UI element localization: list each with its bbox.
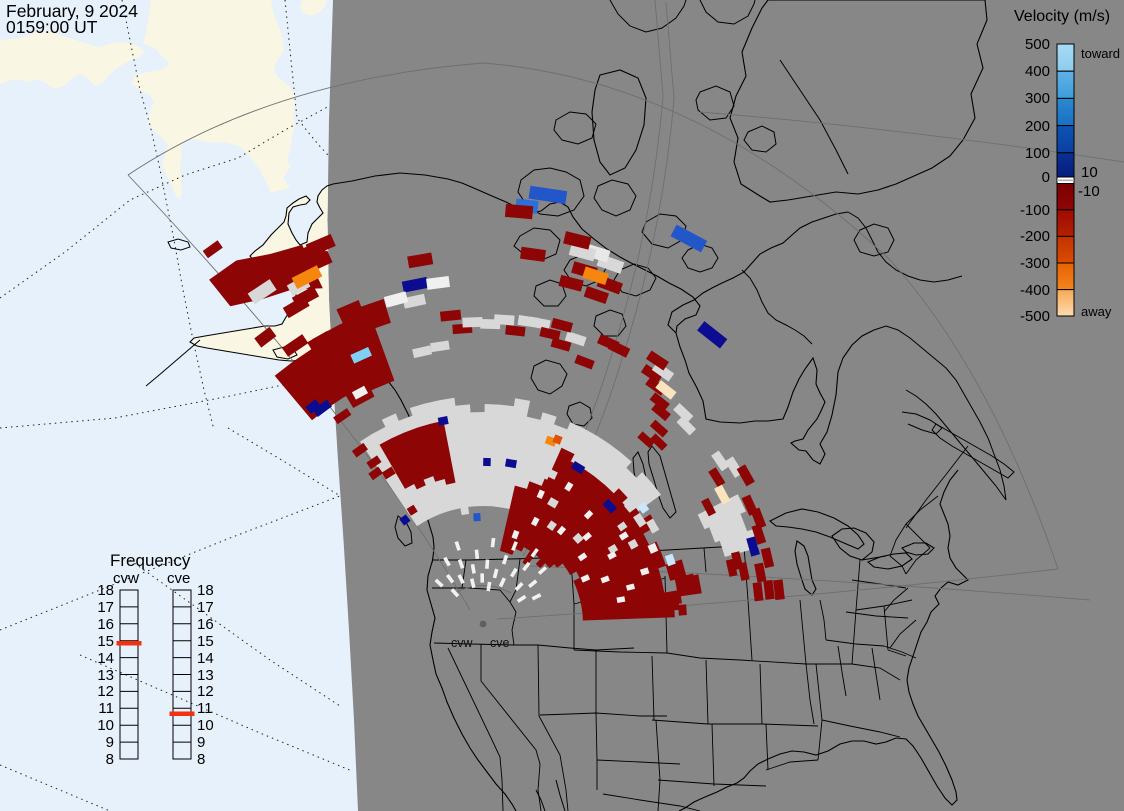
svg-text:-400: -400 (1020, 282, 1050, 299)
svg-text:200: 200 (1025, 118, 1050, 135)
svg-text:18: 18 (97, 582, 114, 599)
svg-text:10: 10 (97, 717, 114, 734)
svg-text:-200: -200 (1020, 228, 1050, 245)
svg-text:10: 10 (1081, 164, 1098, 181)
svg-text:13: 13 (97, 667, 114, 684)
svg-text:cvw: cvw (451, 636, 474, 650)
svg-text:13: 13 (197, 667, 214, 684)
svg-text:Velocity (m/s): Velocity (m/s) (1014, 8, 1110, 25)
svg-text:-100: -100 (1020, 202, 1050, 219)
svg-text:500: 500 (1025, 36, 1050, 53)
svg-text:17: 17 (97, 599, 114, 616)
svg-text:16: 16 (97, 616, 114, 633)
svg-text:300: 300 (1025, 90, 1050, 107)
svg-text:14: 14 (197, 650, 214, 667)
svg-text:11: 11 (98, 700, 114, 717)
svg-text:cve: cve (167, 570, 190, 587)
svg-text:15: 15 (197, 633, 214, 650)
svg-text:away: away (1081, 304, 1112, 319)
svg-text:16: 16 (197, 616, 214, 633)
svg-text:9: 9 (197, 734, 205, 751)
svg-text:10: 10 (197, 717, 214, 734)
svg-text:12: 12 (97, 683, 114, 700)
svg-text:12: 12 (197, 683, 214, 700)
svg-text:17: 17 (197, 599, 214, 616)
svg-text:9: 9 (106, 734, 114, 751)
svg-text:toward: toward (1081, 46, 1120, 61)
svg-text:8: 8 (197, 751, 205, 768)
svg-text:18: 18 (197, 582, 214, 599)
svg-text:-10: -10 (1078, 183, 1100, 200)
svg-text:0159:00 UT: 0159:00 UT (6, 17, 98, 37)
svg-text:14: 14 (97, 650, 114, 667)
svg-text:February, 9 2024: February, 9 2024 (6, 1, 138, 21)
svg-text:15: 15 (97, 633, 114, 650)
svg-text:400: 400 (1025, 63, 1050, 80)
svg-text:Frequency: Frequency (110, 551, 191, 570)
svg-text:8: 8 (106, 751, 114, 768)
svg-text:cve: cve (490, 636, 510, 650)
svg-text:-300: -300 (1020, 255, 1050, 272)
svg-text:-500: -500 (1020, 308, 1050, 325)
svg-text:11: 11 (197, 700, 213, 717)
svg-text:cvw: cvw (113, 570, 139, 587)
svg-text:100: 100 (1025, 145, 1050, 162)
svg-text:0: 0 (1042, 169, 1050, 186)
